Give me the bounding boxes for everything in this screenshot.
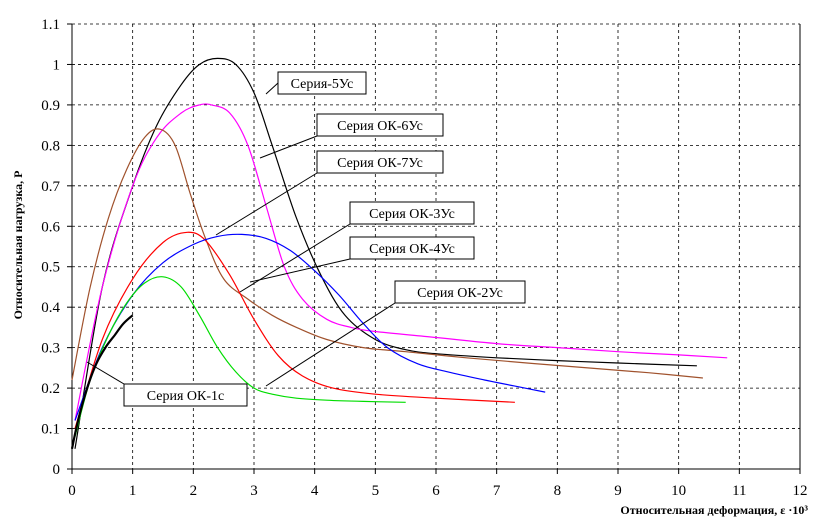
y-tick-label: 0.7 [41,179,60,195]
annotation-label: Серия ОК-4Ус [369,242,455,257]
x-axis-title: Относительная деформация, ε ·10³ [620,503,808,517]
x-tick-label: 0 [68,483,76,499]
grid [72,23,800,469]
annotation-box [316,113,444,137]
y-tick-label: 0.9 [41,98,60,114]
y-tick-label: 0.5 [41,260,60,276]
series-line-5 [74,276,406,437]
x-tick-label: 2 [190,483,198,499]
y-axis-title: Относительная нагрузка, P [11,171,25,320]
x-tick-label: 3 [250,483,258,499]
x-tick-label: 8 [554,483,562,499]
annotation-box [394,280,526,304]
y-tick-label: 0.3 [41,341,60,357]
annotation-leader-line [239,223,351,293]
x-tick-label: 9 [614,483,622,499]
annotation-label: Серия ОК-7Ус [337,156,423,171]
annotation-leader-line [249,258,351,283]
x-tick-label: 10 [671,483,686,499]
annotation-leader-line [86,361,125,385]
annotation-box [277,71,367,95]
x-tick-label: 11 [732,483,746,499]
annotation-label: Серия-5Ус [291,77,354,92]
annotation-box [123,383,248,407]
series-line-1 [74,103,728,421]
annotations: Серия-5Ус Серия ОК-6Ус Серия ОК-7Ус Серия О… [86,71,526,407]
y-tick-label: 0 [53,462,61,478]
x-tick-label: 6 [432,483,440,499]
y-tick-label: 0.4 [41,300,60,316]
annotation-leader-line [215,172,318,236]
y-tick-label: 1 [53,57,61,73]
annotation-leader-line [265,302,396,387]
y-tick-label: 0.8 [41,138,60,154]
series-line-4 [74,233,546,421]
series-line-0 [74,57,697,449]
x-tick-label: 7 [493,483,501,499]
series-line-6 [70,314,134,450]
x-tick-label: 12 [793,483,808,499]
annotation-label: Серия ОК-6Ус [337,119,423,134]
y-tick-label: 0.1 [41,422,60,438]
x-tick-label: 5 [372,483,380,499]
annotation-leader-line [259,135,318,159]
annotation-label: Серия ОК-2Ус [417,286,503,301]
annotation-box [349,201,475,225]
x-tick-label: 4 [311,483,319,499]
series-layer [70,57,728,450]
series-line-2 [71,128,703,381]
x-tick-label: 1 [129,483,137,499]
annotation-box [316,150,444,174]
annotation-leader-line [265,82,279,95]
y-tick-label: 1.1 [41,17,60,33]
y-tick-label: 0.6 [41,219,60,235]
annotation-box [349,236,475,260]
axes: 0 1 2 3 4 5 6 7 8 9 10 11 1200.10.20.30.40.50.60.70.… [41,17,807,499]
series-line-3 [74,231,515,429]
y-tick-label: 0.2 [41,381,60,397]
annotation-label: Серия ОК-1с [147,389,224,404]
annotation-label: Серия ОК-3Ус [369,207,455,222]
